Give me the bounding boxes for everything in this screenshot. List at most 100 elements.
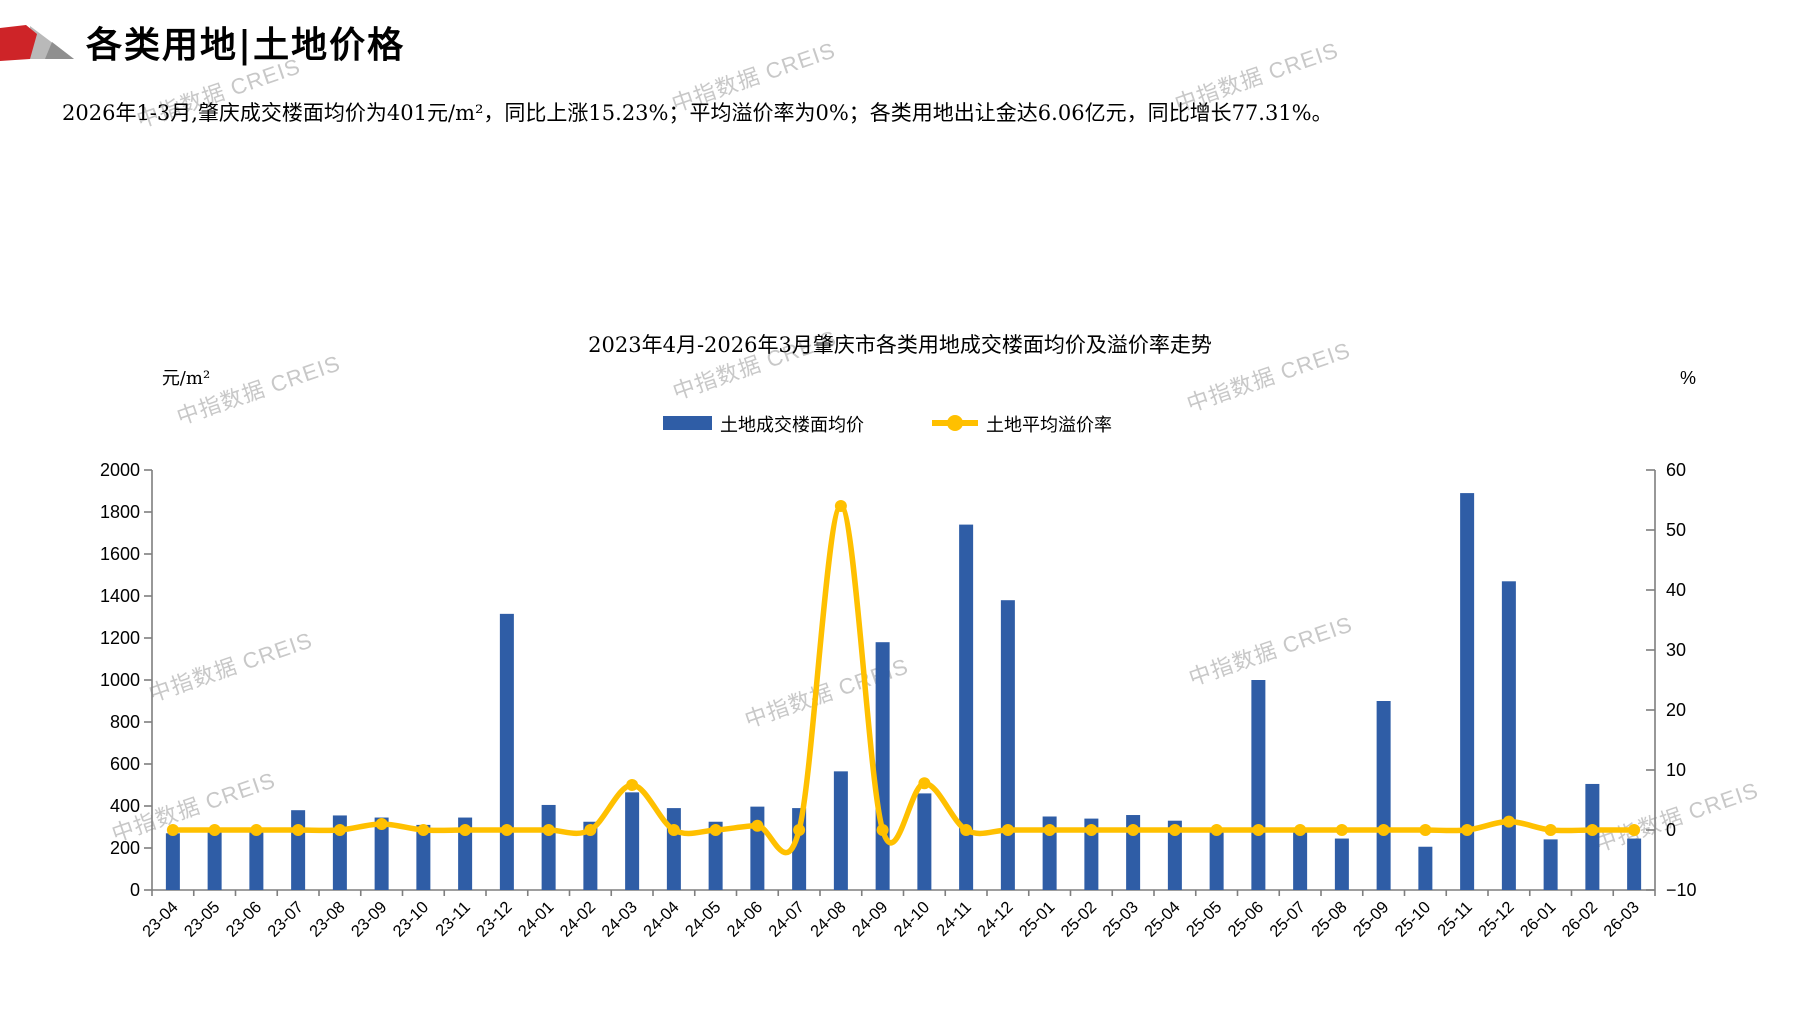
right-axis-tick-label: 30 [1666, 640, 1686, 660]
right-axis-tick-label: 20 [1666, 700, 1686, 720]
x-axis-label: 23-07 [264, 898, 307, 941]
x-axis-label: 26-01 [1517, 898, 1560, 941]
x-axis-label: 25-02 [1058, 898, 1101, 941]
left-axis-tick-label: 1000 [100, 670, 140, 690]
bar [666, 808, 681, 890]
bar [374, 817, 389, 890]
header: 各类用地|土地价格 2026年1-3月,肇庆成交楼面均价为401元/m²，同比上… [0, 0, 1797, 250]
premium-rate-marker [1252, 824, 1265, 836]
right-axis-tick-label: 0 [1666, 820, 1676, 840]
bar-series [165, 493, 1642, 890]
premium-rate-marker [709, 824, 722, 836]
premium-rate-line [170, 503, 1637, 856]
x-axis-label: 23-09 [348, 898, 391, 941]
premium-rate-marker [459, 824, 472, 836]
premium-rate-marker [1377, 824, 1390, 836]
bar [1251, 680, 1266, 890]
x-axis-label: 23-08 [306, 898, 349, 941]
legend-line-label: 土地平均溢价率 [986, 415, 1112, 436]
bar [875, 642, 890, 890]
bar [1543, 839, 1558, 890]
bar [1418, 846, 1433, 890]
premium-rate-marker [1210, 824, 1223, 836]
left-axis-tick-label: 2000 [100, 460, 140, 480]
bar [1585, 783, 1600, 890]
premium-rate-marker [333, 824, 346, 836]
right-axis-tick-label: 50 [1666, 520, 1686, 540]
x-axis-label: 25-12 [1475, 898, 1518, 941]
premium-rate-marker [1586, 824, 1599, 836]
premium-rate-marker [1168, 824, 1181, 836]
bar [917, 793, 932, 890]
bar [1376, 701, 1391, 890]
premium-rate-marker [1001, 824, 1014, 836]
x-axis-label: 24-07 [765, 898, 808, 941]
bar [1501, 581, 1516, 890]
left-axis-tick-label: 1600 [100, 544, 140, 564]
x-axis-label: 23-11 [432, 898, 474, 940]
premium-rate-marker [1085, 824, 1098, 836]
premium-rate-marker [292, 824, 305, 836]
bar [583, 821, 598, 890]
premium-rate-marker [1419, 824, 1432, 836]
x-axis-label: 24-04 [640, 898, 683, 941]
premium-rate-marker [793, 824, 806, 836]
bar [750, 806, 765, 890]
left-axis-tick-label: 1200 [100, 628, 140, 648]
x-axis-label: 25-01 [1016, 898, 1059, 941]
left-axis-tick-label: 800 [110, 712, 140, 732]
premium-rate-marker [834, 500, 847, 512]
premium-rate-marker [417, 824, 430, 836]
premium-rate-marker [542, 824, 555, 836]
x-axis-label: 24-08 [807, 898, 850, 941]
premium-rate-marker [208, 824, 221, 836]
line-series [166, 500, 1641, 856]
right-axis-unit: % [1680, 368, 1696, 388]
logo-triangle-dark [45, 42, 74, 59]
premium-rate-marker [626, 779, 639, 791]
premium-rate-marker [876, 824, 889, 836]
premium-rate-marker [751, 819, 764, 832]
x-axis-label: 25-09 [1350, 898, 1393, 941]
left-axis-tick-label: 1800 [100, 502, 140, 522]
x-axis-label: 24-05 [682, 898, 725, 941]
premium-rate-marker [1461, 824, 1474, 836]
premium-rate-marker [166, 824, 179, 836]
logo-red-shape [0, 25, 37, 61]
bar [1627, 838, 1642, 890]
bar [833, 771, 848, 890]
premium-rate-marker [584, 824, 597, 836]
chart-title: 2023年4月-2026年3月肇庆市各类用地成交楼面均价及溢价率走势 [588, 333, 1212, 357]
x-axis-label: 26-02 [1559, 898, 1602, 941]
bar [1167, 820, 1182, 890]
legend: 土地成交楼面均价 土地平均溢价率 [663, 415, 1112, 436]
bar [541, 804, 556, 890]
x-axis-label: 24-10 [891, 898, 934, 941]
bar [625, 792, 640, 890]
bar [1042, 816, 1057, 890]
x-axis-label: 25-05 [1183, 898, 1226, 941]
x-axis-label: 26-03 [1600, 898, 1643, 941]
premium-rate-marker [918, 777, 931, 790]
left-axis-tick-label: 200 [110, 838, 140, 858]
bar [458, 817, 473, 890]
legend-bar-label: 土地成交楼面均价 [720, 415, 864, 436]
premium-rate-marker [1628, 824, 1641, 836]
x-axis-label: 25-11 [1434, 898, 1476, 940]
x-axis-label: 25-06 [1225, 898, 1268, 941]
bar [499, 613, 514, 890]
x-axis-label: 24-03 [598, 898, 641, 941]
premium-rate-marker [1502, 815, 1515, 828]
x-axis-label: 24-12 [974, 898, 1017, 941]
right-axis-tick-label: 40 [1666, 580, 1686, 600]
x-axis-label: 24-02 [557, 898, 600, 941]
bar [708, 821, 723, 890]
right-axis-tick-label: 60 [1666, 460, 1686, 480]
bar [165, 833, 180, 890]
left-axis-tick-label: 0 [130, 880, 140, 900]
x-axis-label: 23-10 [390, 898, 433, 941]
bar [249, 832, 264, 890]
bar [1000, 600, 1015, 890]
axes [144, 469, 1656, 896]
